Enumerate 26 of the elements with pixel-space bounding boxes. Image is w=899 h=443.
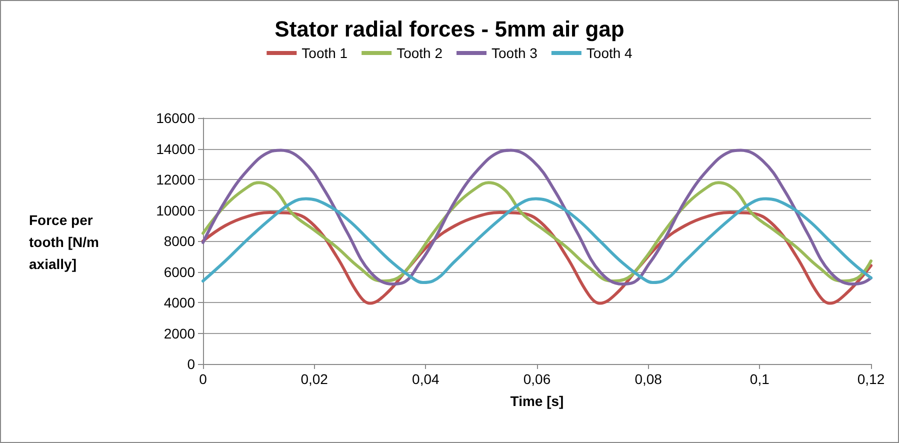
y-tick-label: 6000: [164, 264, 196, 280]
y-tick-label: 0: [187, 356, 196, 372]
x-tick-label: 0: [199, 371, 208, 387]
legend-label: Tooth 2: [396, 45, 443, 61]
x-tick-label: 0,08: [634, 371, 662, 387]
y-tick-label: 2000: [164, 325, 196, 342]
y-tick-label: 10000: [156, 202, 196, 218]
y-axis-title: Force per tooth [N/m axially]: [29, 212, 103, 272]
y-tick-label: 16000: [156, 110, 196, 126]
x-tick-label: 0,1: [750, 371, 770, 387]
y-tick-label: 8000: [164, 233, 196, 249]
x-tick-label: 0,04: [412, 371, 440, 387]
legend-label: Tooth 4: [586, 45, 633, 61]
legend-label: Tooth 1: [302, 45, 348, 61]
legend-label: Tooth 3: [492, 45, 538, 61]
y-tick-label: 14000: [156, 140, 196, 157]
x-tick-label: 0,12: [857, 371, 885, 387]
chart-title: Stator radial forces - 5mm air gap: [274, 16, 624, 42]
line-series: [202, 181, 872, 282]
x-axis-title: Time [s]: [510, 393, 564, 409]
x-tick-label: 0,06: [523, 371, 551, 387]
line-series: [202, 148, 872, 286]
y-tick-label: 4000: [164, 294, 196, 310]
y-tick-label: 12000: [156, 172, 196, 188]
x-tick-label: 0,02: [300, 371, 328, 387]
line-series: [202, 197, 872, 284]
